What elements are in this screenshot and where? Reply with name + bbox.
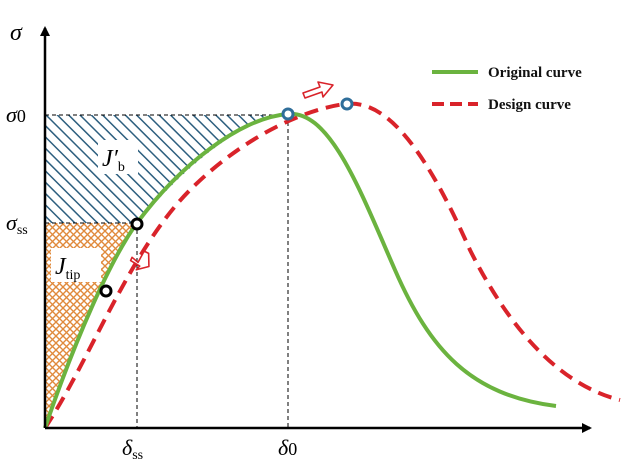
- peak-design-marker: [340, 97, 354, 111]
- x-tick-deltass-sub: ss: [132, 448, 143, 463]
- x-tick-delta0-sub: 0: [288, 439, 297, 459]
- x-tick-delta0-main: δ: [278, 435, 289, 460]
- shift-down-arrow: [129, 250, 150, 271]
- legend-design-label: Design curve: [488, 97, 571, 113]
- region-lower-label-main: J: [55, 254, 67, 280]
- y-tick-sigmass-sub: ss: [17, 223, 28, 238]
- legend-original-label: Original curve: [488, 65, 582, 81]
- region-lower-label-bg: [51, 248, 101, 282]
- legend: Original curve Design curve: [432, 65, 582, 113]
- region-upper-label-main: J′: [102, 146, 119, 172]
- tip-marker: [99, 284, 113, 298]
- y-axis-symbol: σ: [10, 20, 23, 46]
- y-tick-sigma0-main: σ: [6, 102, 18, 127]
- region-upper-hatch: [45, 115, 288, 223]
- x-tick-deltass-main: δ: [122, 435, 133, 460]
- region-upper-label-bg: [98, 140, 138, 174]
- y-tick-sigmass-main: σ: [6, 210, 18, 235]
- region-upper-label: J′b: [102, 146, 125, 175]
- shift-right-arrow: [302, 81, 334, 99]
- peak-original-marker: [281, 107, 295, 121]
- y-tick-sigma0: σ0: [6, 102, 26, 127]
- x-tick-deltass: δss: [122, 435, 143, 463]
- y-tick-sigma0-sub: 0: [17, 106, 26, 126]
- guide-lines: [45, 114, 289, 428]
- sigma-ss-marker: [130, 217, 144, 231]
- y-tick-sigmass: σss: [6, 210, 28, 238]
- region-lower-label-sub: tip: [66, 268, 81, 283]
- design-curve-line: [43, 101, 621, 430]
- region-upper-label-sub: b: [118, 160, 125, 175]
- x-tick-delta0: δ0: [278, 435, 297, 460]
- region-lower-label: Jtip: [55, 254, 80, 283]
